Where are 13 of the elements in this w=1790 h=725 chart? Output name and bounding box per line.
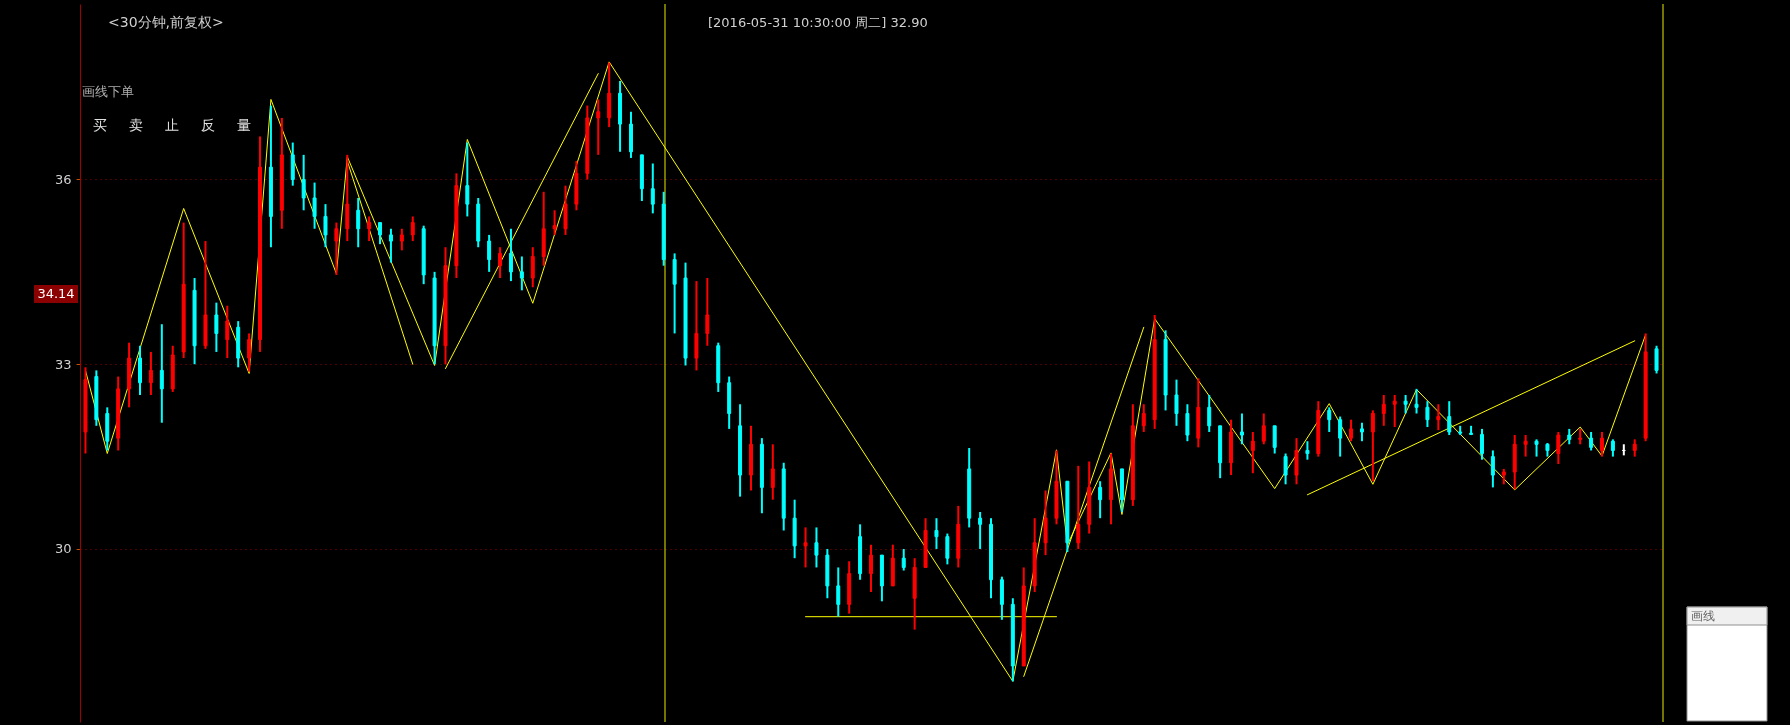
annotation: 画线下单	[82, 84, 134, 99]
y-tick-label: 33	[54, 356, 72, 372]
y-tick-label: 36	[54, 172, 72, 187]
annotation: 卖	[129, 117, 143, 133]
annotation: 止	[165, 117, 179, 133]
annotation: 反	[201, 117, 215, 133]
annotation: [2016-05-31 10:30:00 周二] 32.90	[708, 15, 928, 30]
annotation: 量	[237, 117, 251, 133]
text: <30分钟,前复权>	[108, 14, 224, 30]
annotation: 买	[93, 117, 107, 133]
text: 画线	[1691, 609, 1715, 623]
y-tick-label: 30	[54, 541, 72, 557]
annotation: 34.14	[37, 286, 75, 302]
